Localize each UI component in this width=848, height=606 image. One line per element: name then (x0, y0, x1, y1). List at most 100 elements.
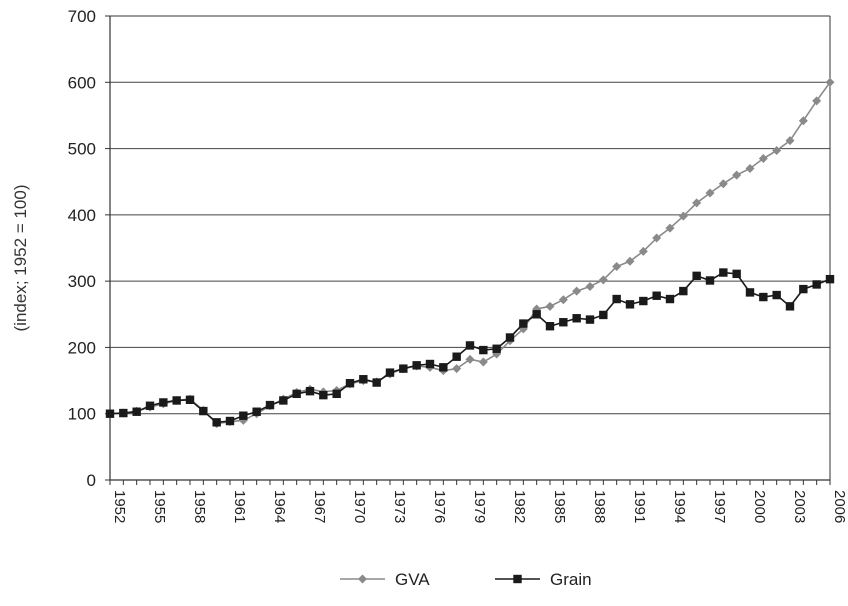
x-tick-label: 2003 (791, 490, 808, 523)
data-point (785, 136, 795, 146)
data-point (105, 409, 115, 418)
axes: 0 100 200 300 400 500 600 700 1952 1955 1958 1961 19… (68, 7, 848, 523)
data-point (772, 290, 781, 300)
x-tick-label: 1979 (471, 490, 488, 523)
data-point (319, 390, 328, 400)
x-tick-label: 1991 (631, 490, 648, 523)
data-point (825, 77, 835, 87)
data-point (199, 406, 208, 416)
data-point (305, 386, 315, 396)
data-point (145, 401, 155, 410)
data-point (679, 286, 688, 296)
x-tick-label: 1958 (191, 490, 208, 523)
x-tick-label: 2006 (831, 490, 848, 523)
series-line (109, 81, 831, 425)
data-point (732, 170, 742, 180)
data-point (652, 233, 662, 243)
data-point (625, 256, 635, 266)
y-tick-label: 300 (68, 272, 96, 291)
x-tick-label: 1973 (391, 490, 408, 523)
data-point (372, 378, 381, 387)
data-point (399, 364, 408, 373)
x-tick-label: 2000 (751, 490, 768, 523)
data-point (345, 379, 355, 388)
data-point (185, 395, 195, 404)
data-point (465, 354, 475, 364)
data-point (425, 359, 435, 369)
data-point (612, 294, 621, 304)
data-point (332, 389, 341, 399)
data-point (665, 294, 675, 304)
data-point (585, 315, 595, 324)
data-point (745, 163, 755, 173)
data-point (665, 223, 675, 233)
data-point (465, 341, 475, 350)
data-point (159, 398, 168, 407)
legend-item-grain: Grain (495, 570, 592, 589)
x-tick-label: 1961 (231, 490, 248, 523)
data-point (492, 344, 501, 353)
data-point (519, 319, 528, 328)
data-point (638, 246, 648, 256)
y-tick-label: 100 (68, 405, 96, 424)
legend-marker (513, 574, 522, 584)
legend-item-gva: GVA (340, 570, 430, 589)
x-tick-label: 1988 (591, 490, 608, 523)
data-point (639, 296, 648, 306)
data-point (572, 314, 581, 323)
legend-marker (358, 574, 367, 584)
legend: GVA Grain (340, 570, 592, 589)
data-point (172, 396, 181, 405)
data-point (758, 154, 768, 164)
data-point (439, 363, 448, 372)
data-point (239, 411, 248, 420)
data-point (452, 364, 462, 374)
x-tick-label: 1997 (711, 490, 728, 523)
data-point (478, 357, 488, 367)
legend-label: Grain (550, 570, 592, 589)
x-tick-label: 1952 (111, 490, 128, 523)
y-tick-label: 200 (68, 338, 96, 357)
x-tick-label: 1964 (271, 490, 288, 523)
x-tick-label: 1976 (431, 490, 448, 523)
data-point (599, 310, 608, 320)
data-point (545, 301, 555, 311)
data-point (292, 389, 301, 399)
data-point (799, 284, 808, 294)
data-point (612, 262, 622, 272)
data-point (598, 275, 608, 285)
data-point (479, 345, 488, 355)
data-point (705, 276, 715, 285)
data-point (692, 271, 701, 281)
data-point (812, 96, 822, 106)
data-point (798, 116, 808, 126)
x-tick-label: 1985 (551, 490, 568, 523)
series (105, 77, 835, 429)
data-point (505, 333, 515, 342)
y-tick-label: 500 (68, 140, 96, 159)
data-point (545, 322, 555, 331)
data-point (252, 407, 261, 416)
data-point (812, 280, 821, 289)
data-point (385, 368, 395, 377)
y-tick-label: 700 (68, 7, 96, 26)
data-point (745, 288, 755, 297)
data-point (585, 281, 595, 291)
y-tick-label: 400 (68, 206, 96, 225)
data-point (718, 179, 728, 189)
x-tick-label: 1994 (671, 490, 688, 523)
legend-label: GVA (395, 570, 430, 589)
data-point (825, 274, 835, 284)
x-tick-label: 1982 (511, 490, 528, 523)
data-point (772, 146, 782, 156)
data-point (212, 418, 221, 427)
data-point (132, 407, 141, 416)
data-point (678, 211, 688, 221)
grid (110, 81, 830, 415)
data-point (225, 416, 235, 426)
data-point (265, 400, 275, 410)
data-point (572, 286, 582, 296)
series-gva (105, 77, 835, 429)
